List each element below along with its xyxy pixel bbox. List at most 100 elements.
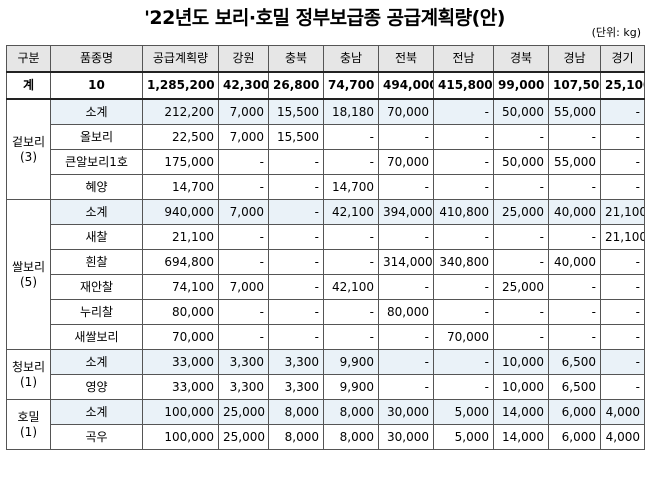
value-cell: 33,000 <box>142 374 219 400</box>
variety-name: 흰찰 <box>50 249 143 275</box>
value-cell: 3,300 <box>218 374 269 400</box>
value-cell: 80,000 <box>142 299 219 325</box>
total-value-cell: 99,000 <box>493 71 549 100</box>
value-cell: 30,000 <box>378 399 434 425</box>
value-cell: - <box>323 299 379 325</box>
value-cell: - <box>548 124 601 150</box>
value-cell: 21,100 <box>600 224 645 250</box>
value-cell: - <box>218 249 269 275</box>
value-cell: - <box>433 149 494 175</box>
supply-plan-table: 구분 품종명 공급계획량 강원 충북 충남 전북 전남 경북 경남 경기 계 10… <box>6 45 645 450</box>
table-row: 혜양 14,700- -14,700- - - - - <box>7 174 645 200</box>
value-cell: 10,000 <box>493 374 549 400</box>
value-cell: - <box>493 174 549 200</box>
value-cell: 3,300 <box>268 349 324 375</box>
value-cell: 33,000 <box>142 349 219 375</box>
value-cell: 14,000 <box>493 424 549 450</box>
value-cell: - <box>268 149 324 175</box>
value-cell: 8,000 <box>268 424 324 450</box>
header-cell: 전북 <box>378 45 434 73</box>
header-row: 구분 품종명 공급계획량 강원 충북 충남 전북 전남 경북 경남 경기 <box>6 45 645 73</box>
value-cell: - <box>600 149 645 175</box>
value-cell: 6,500 <box>548 374 601 400</box>
value-cell: - <box>268 299 324 325</box>
value-cell: 394,000 <box>378 199 434 225</box>
value-cell: 74,100 <box>142 274 219 300</box>
table-row: 재안찰 74,100 7,000-42,100- -25,000- - <box>7 274 645 300</box>
value-cell: 212,200 <box>142 98 219 125</box>
value-cell: 15,500 <box>268 98 324 125</box>
header-cell: 충남 <box>323 45 379 73</box>
value-cell: - <box>378 174 434 200</box>
value-cell: - <box>323 324 379 350</box>
total-value-cell: 42,300 <box>218 71 269 100</box>
value-cell: - <box>433 374 494 400</box>
variety-name: 소계 <box>50 399 143 425</box>
value-cell: 80,000 <box>378 299 434 325</box>
value-cell: 694,800 <box>142 249 219 275</box>
value-cell: - <box>600 124 645 150</box>
value-cell: - <box>433 124 494 150</box>
value-cell: 14,700 <box>142 174 219 200</box>
value-cell: - <box>548 299 601 325</box>
table-row: 곡우 100,000 25,000 8,000 8,000 30,000 5,000 14,0… <box>7 424 645 450</box>
value-cell: - <box>218 149 269 175</box>
crop-group-label: 겉보리 (3) <box>6 98 51 200</box>
value-cell: 3,300 <box>218 349 269 375</box>
value-cell: 6,500 <box>548 349 601 375</box>
value-cell: 50,000 <box>493 149 549 175</box>
value-cell: 25,000 <box>493 199 549 225</box>
subtotal-row: 청보리 (1) 소계 33,000 3,300 3,300 9,900- -10,000 6,5… <box>6 349 645 400</box>
value-cell: 3,300 <box>268 374 324 400</box>
value-cell: 7,000 <box>218 124 269 150</box>
value-cell: 100,000 <box>142 424 219 450</box>
value-cell: 5,000 <box>433 424 494 450</box>
value-cell: 40,000 <box>548 199 601 225</box>
value-cell: - <box>323 124 379 150</box>
total-variety-count: 10 <box>50 71 143 100</box>
value-cell: - <box>378 349 434 375</box>
value-cell: 22,500 <box>142 124 219 150</box>
variety-name: 새쌀보리 <box>50 324 143 350</box>
value-cell: - <box>268 174 324 200</box>
crop-group-label: 쌀보리 (5) <box>6 199 51 350</box>
value-cell: 30,000 <box>378 424 434 450</box>
value-cell: - <box>218 174 269 200</box>
value-cell: 40,000 <box>548 249 601 275</box>
value-cell: 42,100 <box>323 274 379 300</box>
value-cell: 21,100 <box>600 199 645 225</box>
value-cell: 940,000 <box>142 199 219 225</box>
value-cell: - <box>548 224 601 250</box>
header-cell: 전남 <box>433 45 494 73</box>
value-cell: 4,000 <box>600 399 645 425</box>
value-cell: 340,800 <box>433 249 494 275</box>
value-cell: - <box>378 124 434 150</box>
table-row: 올보리 22,500 7,000 15,500- - - - - - <box>7 124 645 150</box>
total-label: 계 <box>6 71 51 100</box>
crop-group-label: 청보리 (1) <box>6 349 51 400</box>
value-cell: 50,000 <box>493 98 549 125</box>
value-cell: - <box>548 174 601 200</box>
value-cell: 4,000 <box>600 424 645 450</box>
variety-name: 올보리 <box>50 124 143 150</box>
table-row: 흰찰 694,800- - -314,000 340,800-40,000- <box>7 249 645 275</box>
value-cell: 55,000 <box>548 98 601 125</box>
value-cell: - <box>600 349 645 375</box>
value-cell: 55,000 <box>548 149 601 175</box>
value-cell: - <box>218 324 269 350</box>
variety-name: 누리찰 <box>50 299 143 325</box>
value-cell: - <box>378 374 434 400</box>
value-cell: 70,000 <box>378 98 434 125</box>
value-cell: - <box>600 274 645 300</box>
value-cell: 9,900 <box>323 349 379 375</box>
table-row: 누리찰 80,000- - -80,000- - - - <box>7 299 645 325</box>
table-body: 계 10 1,285,200 42,300 26,800 74,700 494,000 415… <box>6 71 645 450</box>
value-cell: 21,100 <box>142 224 219 250</box>
value-cell: 6,000 <box>548 424 601 450</box>
total-value-cell: 494,000 <box>378 71 434 100</box>
value-cell: - <box>600 174 645 200</box>
variety-name: 혜양 <box>50 174 143 200</box>
table-row: 영양 33,000 3,300 3,300 9,900- -10,000 6,500- <box>7 374 645 400</box>
value-cell: 5,000 <box>433 399 494 425</box>
value-cell: 8,000 <box>323 424 379 450</box>
